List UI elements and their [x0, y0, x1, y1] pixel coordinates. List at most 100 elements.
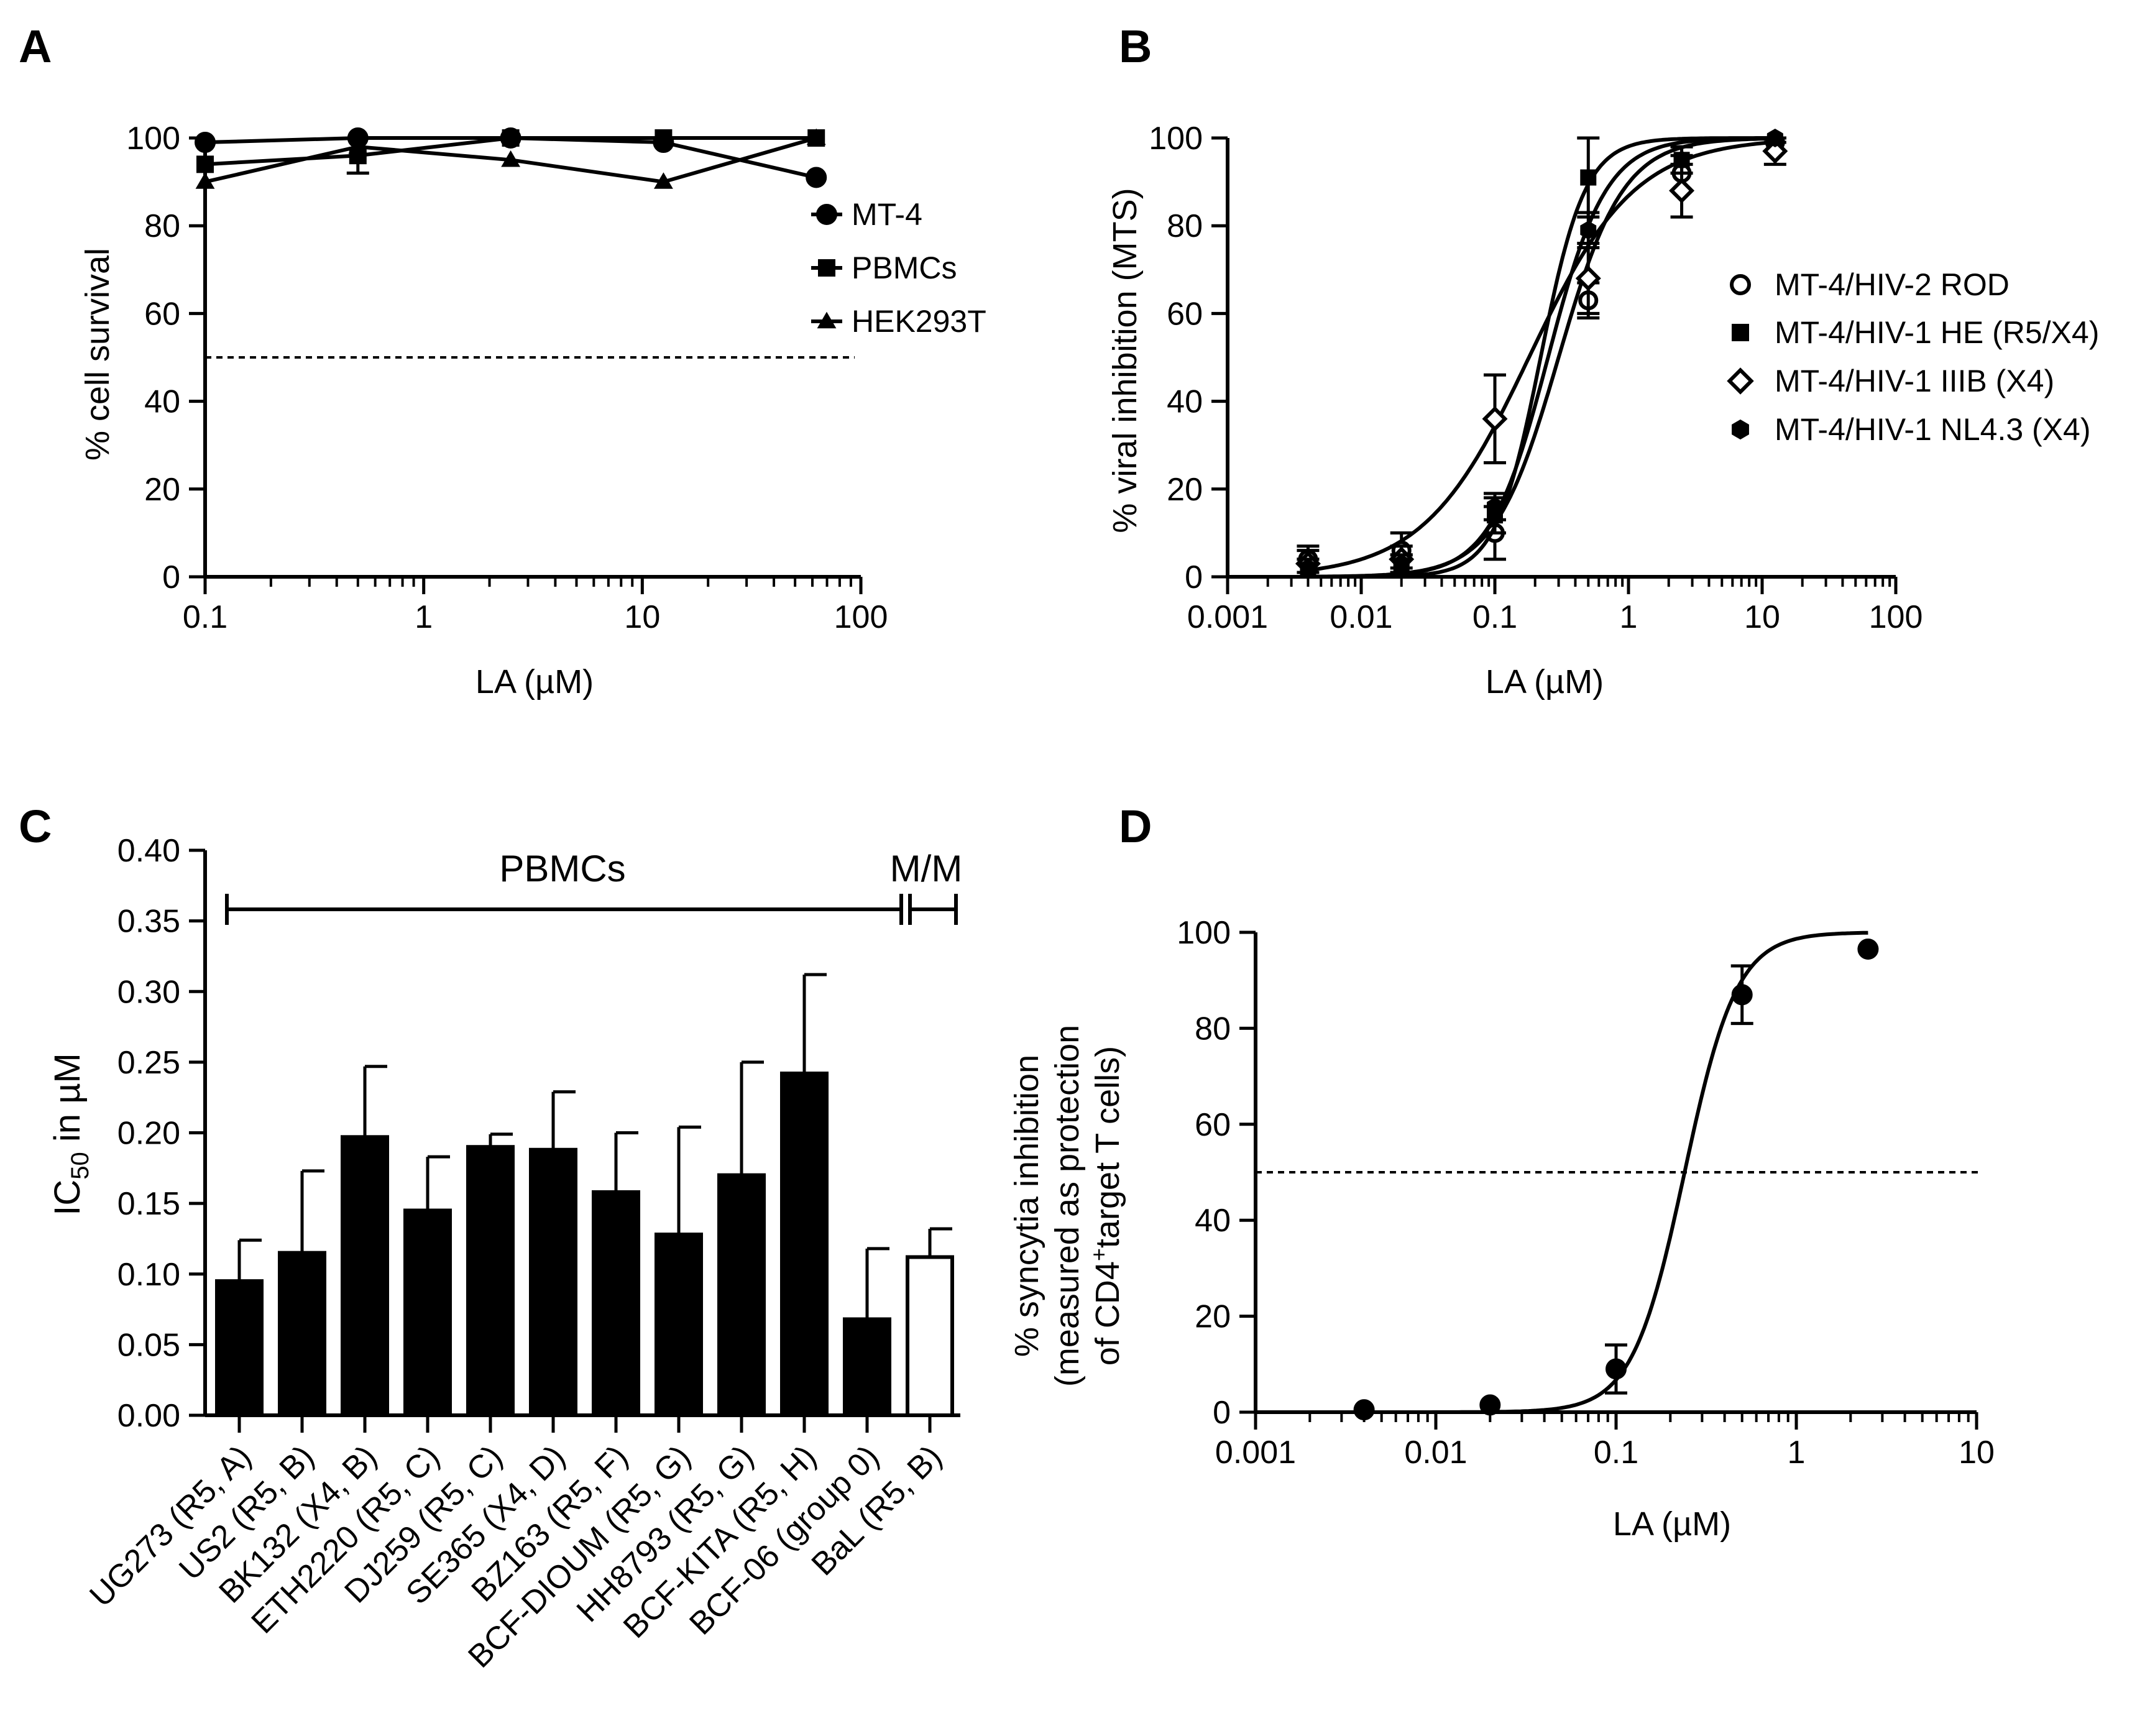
panel-d-x-tick-label: 0.1: [1594, 1435, 1638, 1471]
bar: [780, 1072, 829, 1418]
panel-d-plot-area: 0 20 40 60 80 100 0.001 0.01 0.1 1 10: [1177, 915, 1995, 1471]
panel-a-ylabel: % cell survival: [79, 248, 116, 461]
panel-b-x-tick-label: 0.1: [1472, 599, 1517, 635]
panel-d-ylabel-line2: (measured as protection: [1049, 1025, 1086, 1387]
panel-b-xlabel: LA (µM): [1486, 663, 1604, 700]
panel-c-y-tick-label: 0.10: [117, 1257, 180, 1293]
series-pbmcs-point: [655, 129, 673, 147]
panel-b-x-tick-label: 10: [1744, 599, 1780, 635]
panel-d-y-tick-label: 80: [1195, 1011, 1231, 1047]
bar: [655, 1233, 703, 1417]
panel-c-y-tick-label: 0.15: [117, 1186, 180, 1222]
panel-c-y-tick-label: 0.20: [117, 1116, 180, 1152]
panel-d-x-tick-label: 1: [1788, 1435, 1806, 1471]
panel-a-y-tick-label: 80: [144, 208, 180, 244]
panel-c-y-tick-label: 0.05: [117, 1327, 180, 1363]
panel-d-ylabel-sup: +: [1086, 1248, 1111, 1261]
series-hiv1-nl43-point: [1393, 554, 1410, 573]
legend-pbmcs-label: PBMCs: [852, 250, 957, 285]
panel-d-y-tick-label: 60: [1195, 1107, 1231, 1143]
panel-b-ylabel: % viral inhibition (MTS): [1106, 188, 1144, 533]
panel-a-legend-marks: [811, 204, 842, 329]
panel-a-x-tick-label: 0.1: [183, 599, 227, 635]
series-la-point: [1731, 984, 1753, 1006]
legend-mt4-marker: [816, 204, 837, 225]
legend-hiv1-iiib-marker: [1727, 367, 1754, 395]
series-hek293t-point: [195, 172, 215, 189]
panel-a-xlabel: LA (µM): [475, 663, 594, 700]
panel-a-legend: MT-4 PBMCs HEK293T: [811, 197, 986, 339]
panel-a-y-tick-label: 60: [144, 296, 180, 332]
bar: [341, 1135, 389, 1417]
series-hiv1-iiib-point: [1762, 138, 1788, 164]
panel-a-plot-area: 0 20 40 60 80 100 0.1 1 10 100: [126, 121, 888, 635]
panel-c: C IC50 in µM PBMCs M/M 0.00 0.05 0.10 0.15 0…: [19, 801, 962, 1675]
legend-hiv1-nl43-label: MT-4/HIV-1 NL4.3 (X4): [1775, 412, 2091, 447]
panel-b-legend: MT-4/HIV-2 ROD MT-4/HIV-1 HE (R5/X4) MT-…: [1727, 267, 2099, 447]
series-hek293t-point: [806, 128, 826, 145]
series-hiv1-nl43-fit-curve: [1300, 136, 1778, 579]
legend-hiv2-rod-marker: [1730, 274, 1751, 295]
series-hiv1-nl43-point: [1673, 150, 1690, 170]
bracket-pbmcs-label: PBMCs: [499, 848, 625, 889]
bar: [906, 1255, 954, 1417]
panel-d-y-tick-label: 0: [1213, 1395, 1231, 1431]
legend-hiv2-rod-label: MT-4/HIV-2 ROD: [1775, 267, 2010, 302]
legend-hek293t-label: HEK293T: [852, 304, 986, 339]
series-hiv1-nl43-point: [1580, 221, 1597, 240]
panel-d-x-tick-label: 0.001: [1215, 1435, 1296, 1471]
series-hiv1-iiib-point: [1575, 265, 1601, 292]
series-hiv1-nl43-point: [1487, 497, 1503, 516]
series-hiv1-iiib-fit-curve: [1300, 140, 1778, 573]
series-hiv1-he-fit-curve: [1300, 136, 1778, 579]
panel-d-y-tick-label: 40: [1195, 1203, 1231, 1239]
legend-pbmcs-marker: [818, 259, 835, 277]
panel-c-ylabel: IC50 in µM: [47, 1053, 94, 1216]
series-la-point: [1606, 1358, 1627, 1380]
series-hek293t-point: [654, 172, 673, 189]
series-pbmcs-point: [502, 129, 520, 147]
bar: [592, 1190, 640, 1417]
series-hiv1-nl43-point: [1766, 129, 1783, 147]
panel-a-y-tick-label: 40: [144, 384, 180, 420]
bar: [717, 1173, 766, 1418]
panel-b-y-tick-label: 100: [1149, 121, 1203, 157]
panel-c-ylabel-main: IC: [47, 1180, 88, 1216]
series-mt4-point: [195, 132, 216, 154]
panel-c-y-tick-label: 0.30: [117, 974, 180, 1010]
series-pbmcs-point: [196, 155, 214, 173]
panel-c-ylabel-sub: 50: [67, 1152, 94, 1180]
bracket-mm-label: M/M: [890, 848, 963, 889]
bar: [215, 1279, 264, 1418]
panel-b-legend-marks: [1727, 274, 1754, 440]
bar: [278, 1251, 326, 1417]
panel-d-letter: D: [1119, 801, 1152, 852]
panel-c-y-tick-label: 0.40: [117, 833, 180, 869]
series-hiv1-iiib-point: [1482, 406, 1508, 432]
panel-d-y-tick-label: 100: [1177, 915, 1231, 951]
panel-b-plot-area: 0 20 40 60 80 100 0.001 0.01 0.1 1 10 100: [1149, 121, 1923, 635]
panel-d: D LA (µM) % syncytia inhibition (measure…: [1008, 801, 1995, 1543]
series-la-point: [1353, 1399, 1375, 1421]
panel-b-y-tick-label: 60: [1167, 296, 1203, 332]
panel-c-y-tick-label: 0.35: [117, 904, 180, 940]
panel-c-letter: C: [19, 801, 52, 852]
panel-a-x-tick-label: 100: [834, 599, 888, 635]
legend-hiv1-iiib-label: MT-4/HIV-1 IIIB (X4): [1775, 364, 2054, 398]
series-hiv1-iiib-point: [1669, 178, 1695, 204]
bar: [466, 1145, 515, 1417]
panel-c-ylabel-rest: in µM: [47, 1053, 88, 1152]
panel-c-plot-area: 0.000.050.100.150.200.250.300.350.40UG27…: [83, 833, 960, 1675]
panel-d-ylabel-line1: % syncytia inhibition: [1008, 1055, 1045, 1357]
panel-d-xlabel: LA (µM): [1613, 1505, 1731, 1543]
panel-b-y-tick-label: 0: [1185, 559, 1203, 595]
panel-b-y-tick-label: 40: [1167, 384, 1203, 420]
bar: [403, 1208, 452, 1418]
bar: [843, 1317, 891, 1417]
legend-hek293t-marker: [817, 311, 837, 329]
legend-hiv1-he-label: MT-4/HIV-1 HE (R5/X4): [1775, 315, 2099, 350]
series-la-point: [1479, 1394, 1501, 1416]
bar: [529, 1147, 577, 1418]
panel-d-ylabel-cd4: of CD4: [1089, 1261, 1126, 1366]
